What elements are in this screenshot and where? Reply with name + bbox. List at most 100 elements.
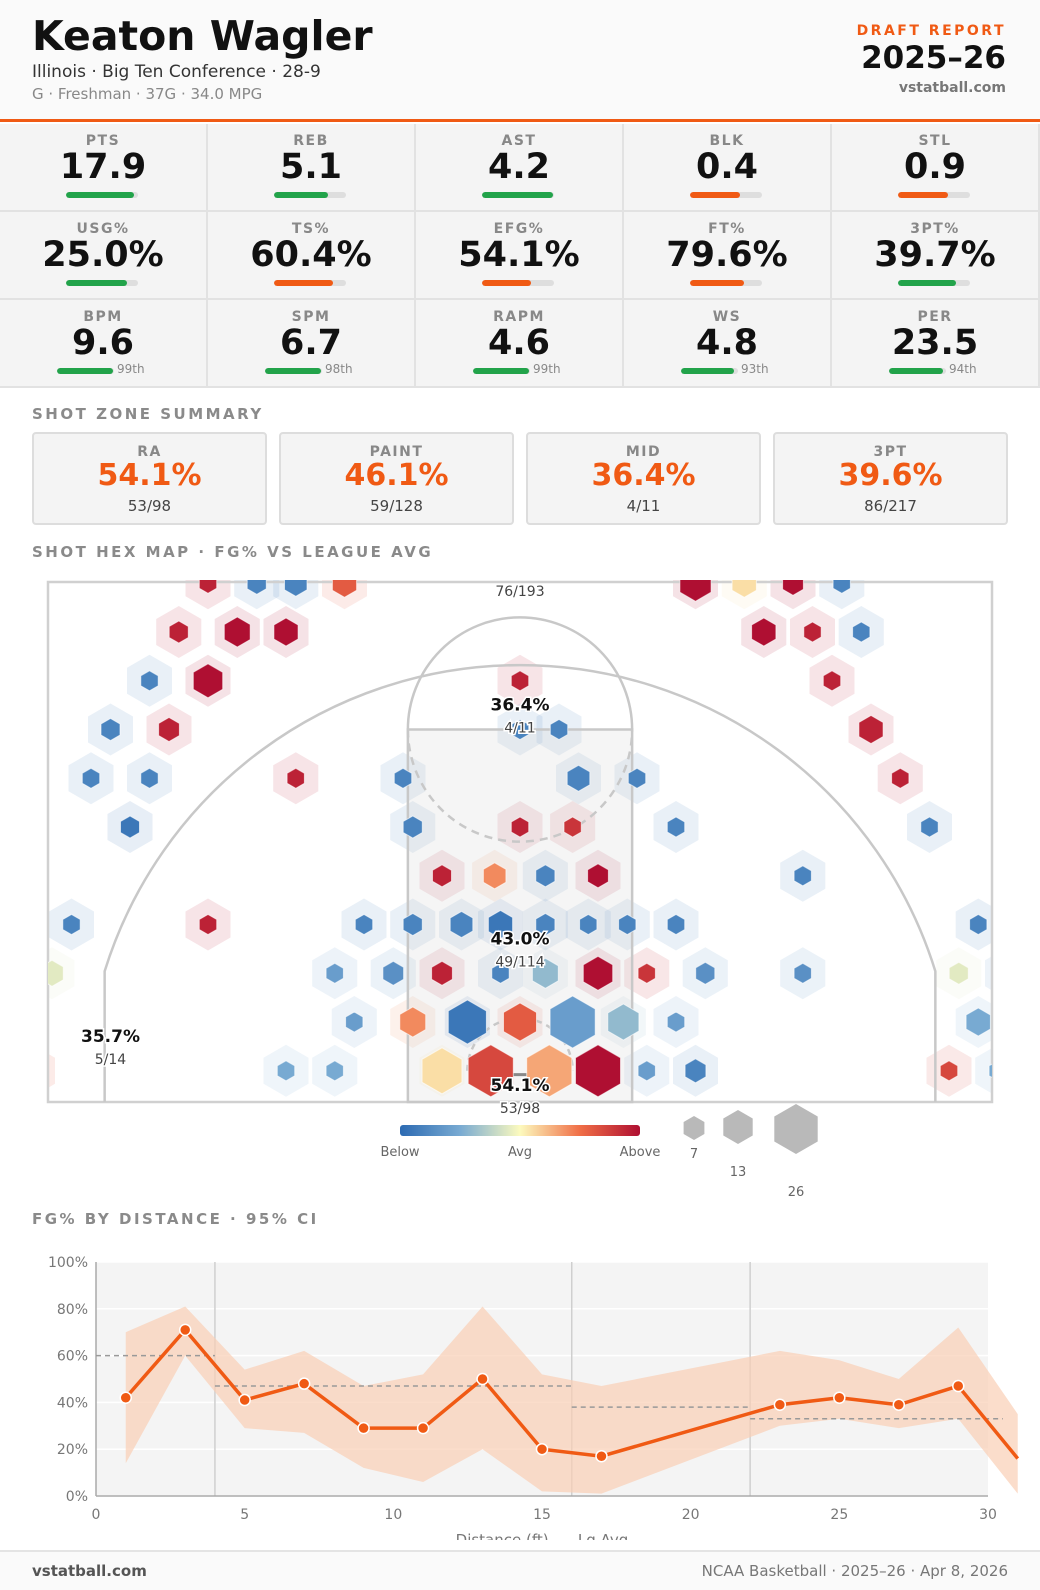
stat-label: USG% <box>76 221 130 237</box>
hex-mark <box>402 815 423 839</box>
hex-mark <box>246 580 267 595</box>
legend-size-label: 7 <box>690 1147 698 1162</box>
y-tick-label: 40% <box>57 1395 88 1411</box>
hex-mark <box>382 960 405 986</box>
stat-label: SPM <box>291 309 331 325</box>
legend-avg-label: Avg <box>508 1145 532 1160</box>
hex-mark <box>969 913 988 936</box>
zone-label: PAINT <box>369 444 424 460</box>
hex-mark <box>120 815 140 839</box>
fg-point <box>416 1421 430 1435</box>
fg-point <box>595 1449 608 1463</box>
hex-mark <box>276 1060 296 1082</box>
hex-mark <box>399 1006 427 1038</box>
hex-mark <box>491 962 510 984</box>
stat-bar <box>898 280 970 286</box>
y-tick-label: 100% <box>48 1255 88 1271</box>
stat-bar <box>681 368 738 374</box>
hex-mark <box>325 1060 344 1082</box>
zone-count-label: 4/11 <box>504 721 535 737</box>
stat-cell-per: PER 23.5 94th <box>832 300 1040 388</box>
footer-site: vstatball.com <box>32 1562 147 1580</box>
zone-summary-title: SHOT ZONE SUMMARY <box>32 405 264 423</box>
three-point-line <box>103 663 937 1102</box>
x-tick-label: 10 <box>384 1507 402 1523</box>
fg-point <box>535 1442 549 1456</box>
stat-label: AST <box>501 133 537 149</box>
stat-bar <box>274 280 346 286</box>
zone-box-mid: MID 36.4% 4/11 <box>526 432 761 525</box>
hex-mark <box>793 962 812 984</box>
hex-mark <box>731 580 757 598</box>
hex-mark <box>19 1055 47 1087</box>
stat-bar-fill <box>898 280 956 286</box>
zone-pct: 46.1% <box>344 458 449 493</box>
stat-bar <box>690 192 762 198</box>
stat-cell-blk: BLK 0.4 <box>624 124 832 212</box>
hex-mark <box>487 909 514 940</box>
hex-mark <box>948 961 969 985</box>
stat-bar <box>889 368 946 374</box>
fg-point <box>238 1393 251 1407</box>
stat-bar <box>57 368 114 374</box>
stat-value: 60.4% <box>250 235 372 275</box>
hex-mark <box>579 913 598 936</box>
hex-mark <box>198 913 218 936</box>
hex-mark <box>431 960 453 986</box>
stat-bar-fill <box>274 192 328 198</box>
zone-pct: 36.4% <box>591 458 696 493</box>
stat-bar <box>690 280 762 286</box>
hex-mark <box>627 767 647 789</box>
hex-mark <box>192 663 224 699</box>
zone-count-label: 5/14 <box>95 1052 127 1068</box>
hex-mark <box>684 1058 707 1084</box>
hex-mark <box>587 863 609 889</box>
stat-bar <box>482 192 554 198</box>
stat-label: WS <box>712 309 742 325</box>
stat-bar-fill <box>57 368 114 374</box>
stat-value: 79.6% <box>666 235 788 275</box>
stat-percentile: 94th <box>949 362 977 376</box>
stat-bar-fill <box>889 368 943 374</box>
hex-mark <box>618 913 637 936</box>
stat-bar-fill <box>690 192 741 198</box>
x-tick-label: 20 <box>682 1507 700 1523</box>
stat-bar-fill <box>473 368 530 374</box>
x-axis-label: Distance (ft) – – Lg Avg <box>456 1531 629 1540</box>
x-tick-label: 0 <box>92 1507 101 1523</box>
stat-bar <box>66 280 138 286</box>
zone-label: RA <box>137 444 162 460</box>
hex-bg <box>48 1053 55 1088</box>
distance-chart-title: FG% BY DISTANCE · 95% CI <box>32 1210 319 1228</box>
stat-bar <box>898 192 970 198</box>
hex-mark <box>939 1060 959 1082</box>
hex-mark <box>345 1011 364 1033</box>
stat-cell-reb: REB 5.1 <box>208 124 416 212</box>
zone-count: 4/11 <box>626 497 661 515</box>
stat-cell-stl: STL 0.9 <box>832 124 1040 212</box>
hex-mark <box>607 1003 640 1041</box>
hex-mark <box>482 862 507 890</box>
zone-count: 86/217 <box>864 497 917 515</box>
stat-bar-fill <box>66 192 135 198</box>
hex-mark <box>751 617 777 647</box>
hex-mark <box>666 816 686 838</box>
legend-size-hex <box>774 1104 818 1154</box>
hex-mark <box>198 580 218 594</box>
hex-mark <box>286 767 305 789</box>
legend-below-label: Below <box>380 1145 419 1160</box>
hex-mark <box>449 910 474 939</box>
hex-mark <box>695 961 716 985</box>
stat-bar <box>66 192 138 198</box>
zone-label: MID <box>625 444 662 460</box>
stat-bar <box>274 192 346 198</box>
hex-mark <box>402 912 423 937</box>
hex-mark <box>158 716 180 743</box>
stat-cell-efg: EFG% 54.1% <box>416 212 624 300</box>
hex-mark <box>48 959 64 987</box>
stat-bar-fill <box>66 280 128 286</box>
fg-point <box>952 1379 965 1393</box>
hex-mark <box>354 913 374 936</box>
hex-mark <box>566 764 591 792</box>
zone-pct: 39.6% <box>838 458 943 493</box>
